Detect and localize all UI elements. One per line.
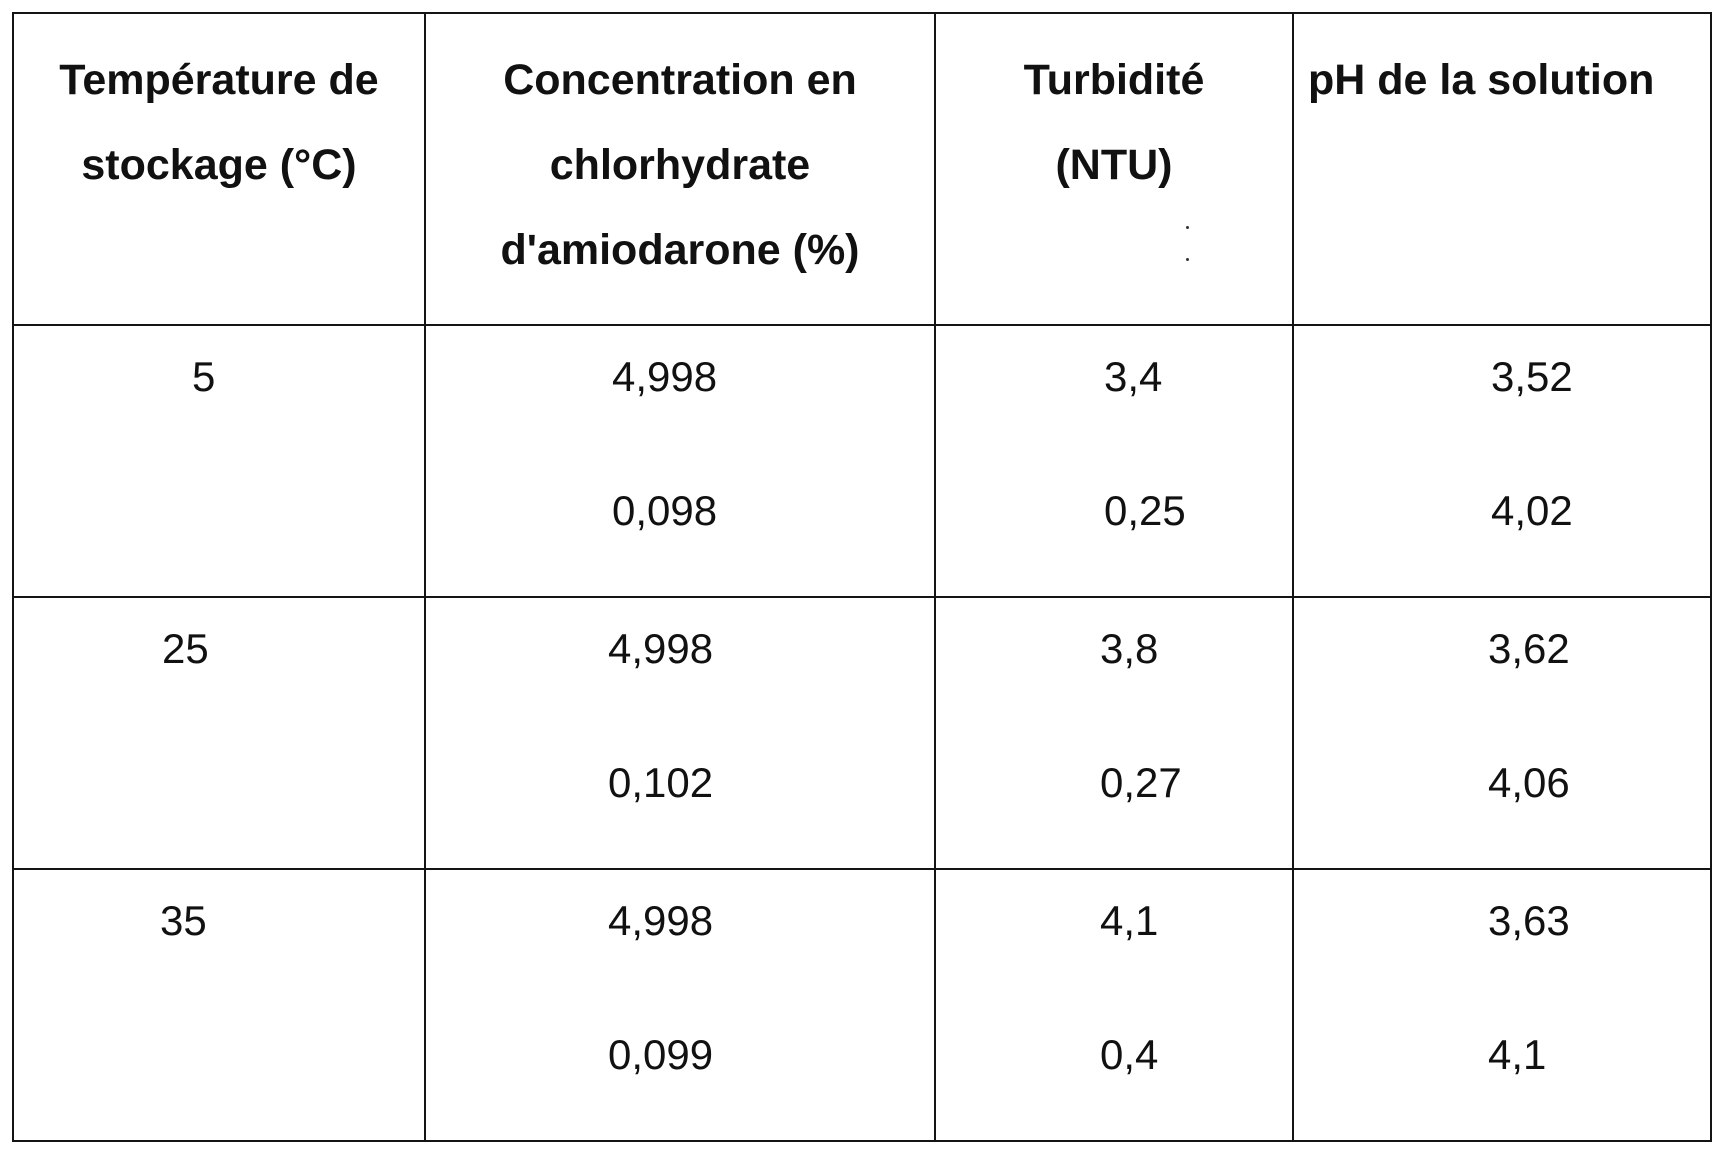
cell-ph: 3,63 4,1 [1293,869,1711,1141]
cell-concentration: 4,998 0,099 [425,869,935,1141]
turbidity-value: 0,25 [1104,486,1186,536]
concentration-value: 0,102 [608,758,713,808]
header-text-line: stockage (°C) [14,123,424,208]
turbidity-value: 0,27 [1100,758,1182,808]
concentration-value: 4,998 [608,624,713,674]
header-row: Température de stockage (°C) Concentrati… [13,13,1711,325]
header-text-line: (NTU) [936,123,1292,208]
ph-value: 3,63 [1488,896,1570,946]
cell-temperature: 35 [13,869,425,1141]
table-row: 5 4,998 0,098 3,4 0,25 [13,325,1711,597]
ph-value: 3,52 [1491,352,1573,402]
header-text-line: Concentration en [426,38,934,123]
concentration-value: 0,098 [612,486,717,536]
header-concentration: Concentration en chlorhydrate d'amiodaro… [425,13,935,325]
cell-ph: 3,62 4,06 [1293,597,1711,869]
turbidity-value: 0,4 [1100,1030,1158,1080]
turbidity-value: 3,8 [1100,624,1158,674]
document-page: Température de stockage (°C) Concentrati… [12,12,1710,1142]
header-turbidity: Turbidité (NTU) [935,13,1293,325]
header-text-line: Température de [14,38,424,123]
turbidity-value: 3,4 [1104,352,1162,402]
cell-concentration: 4,998 0,098 [425,325,935,597]
cell-turbidity: 4,1 0,4 [935,869,1293,1141]
temperature-value: 5 [192,352,215,402]
stability-table: Température de stockage (°C) Concentrati… [12,12,1712,1142]
header-text-line: d'amiodarone (%) [426,208,934,293]
turbidity-value: 4,1 [1100,896,1158,946]
ph-value: 4,02 [1491,486,1573,536]
cell-turbidity: 3,8 0,27 [935,597,1293,869]
header-text-line: chlorhydrate [426,123,934,208]
cell-temperature: 5 [13,325,425,597]
concentration-value: 4,998 [608,896,713,946]
header-temperature: Température de stockage (°C) [13,13,425,325]
cell-temperature: 25 [13,597,425,869]
cell-ph: 3,52 4,02 [1293,325,1711,597]
table-row: 35 4,998 0,099 4,1 0,4 [13,869,1711,1141]
ph-value: 3,62 [1488,624,1570,674]
cell-concentration: 4,998 0,102 [425,597,935,869]
header-ph: pH de la solution [1293,13,1711,325]
temperature-value: 35 [160,896,207,946]
cell-turbidity: 3,4 0,25 [935,325,1293,597]
ph-value: 4,06 [1488,758,1570,808]
ph-value: 4,1 [1488,1030,1546,1080]
header-text-line: pH de la solution [1308,38,1710,123]
header-text-line: Turbidité [936,38,1292,123]
temperature-value: 25 [162,624,209,674]
concentration-value: 0,099 [608,1030,713,1080]
table-row: 25 4,998 0,102 3,8 0,27 [13,597,1711,869]
concentration-value: 4,998 [612,352,717,402]
